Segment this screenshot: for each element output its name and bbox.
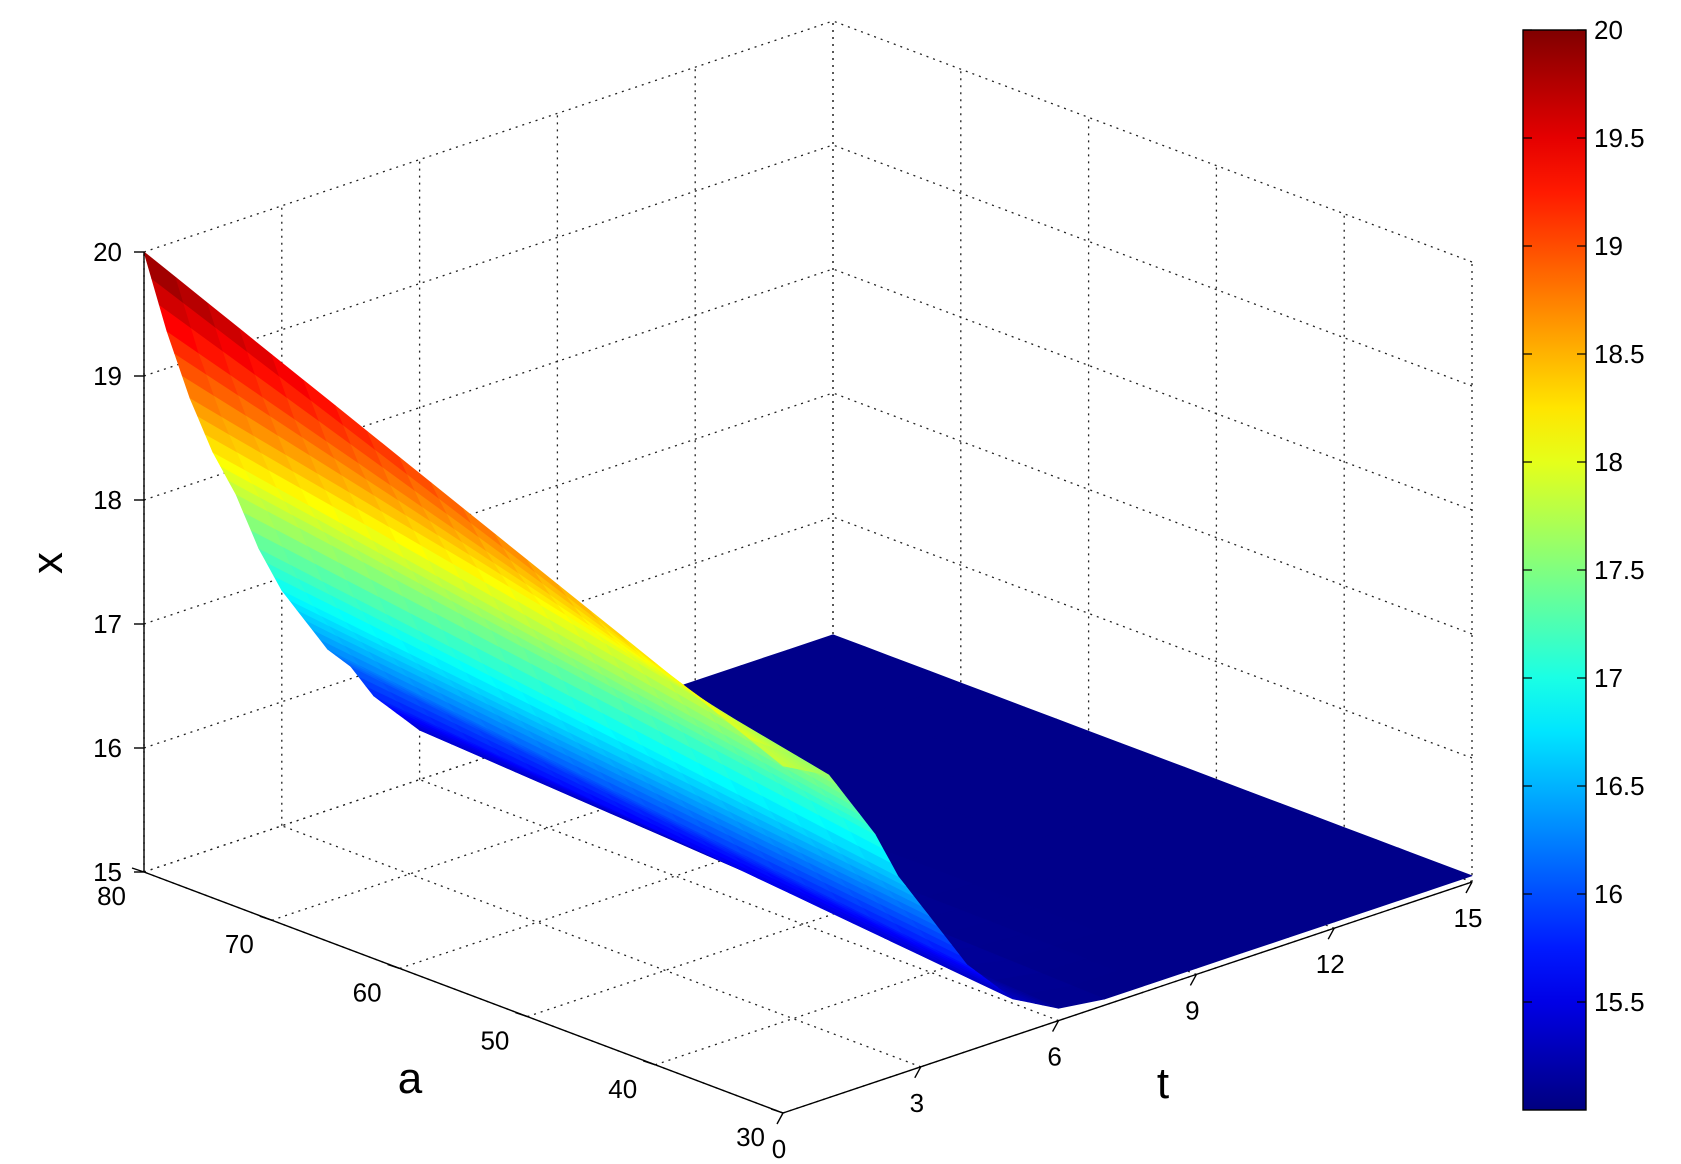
grid-line	[832, 392, 1473, 635]
grid-line	[281, 825, 922, 1068]
y-axis-label: t	[1157, 1059, 1169, 1108]
z-tick-label: 15	[93, 857, 122, 887]
colorbar-tick-label: 18.5	[1594, 339, 1645, 369]
z-tick-label: 17	[93, 609, 122, 639]
a-tick-label: 60	[353, 977, 382, 1007]
a-tick-label: 50	[480, 1026, 509, 1056]
a-tick-label: 80	[97, 881, 126, 911]
z-tick-label: 19	[93, 361, 122, 391]
z-axis-label: x	[23, 552, 72, 574]
t-tick-label: 15	[1454, 903, 1483, 933]
z-tick-label: 16	[93, 733, 122, 763]
x-axis-label: a	[398, 1054, 423, 1103]
colorbar-tick-label: 15.5	[1594, 987, 1645, 1017]
colorbar-tick-label: 20	[1594, 15, 1623, 45]
grid-line	[832, 268, 1473, 511]
colorbar-tick-label: 17.5	[1594, 555, 1645, 585]
a-axis-line	[143, 871, 784, 1114]
t-tick-label: 9	[1185, 995, 1199, 1025]
t-tick	[1051, 1020, 1060, 1032]
t-axis-line	[782, 881, 1473, 1114]
t-tick	[1189, 974, 1198, 986]
a-tick-label: 40	[608, 1074, 637, 1104]
a-tick	[642, 1060, 656, 1066]
colorbar-tick-label: 19	[1594, 231, 1623, 261]
grid-line	[832, 516, 1473, 759]
t-tick	[914, 1066, 922, 1079]
a-tick-label: 70	[225, 929, 254, 959]
a-tick	[387, 963, 400, 970]
t-tick-label: 3	[910, 1088, 924, 1118]
a-tick	[259, 915, 273, 921]
t-tick-label: 6	[1047, 1042, 1061, 1072]
t-tick-label: 12	[1316, 949, 1345, 979]
z-tick-label: 18	[93, 485, 122, 515]
grid-line	[832, 20, 1473, 263]
z-tick-label: 20	[93, 237, 122, 267]
colorbar: 15.5 16 16.5 17 17.5 18 18.5 19 19.5 20	[1522, 15, 1645, 1111]
a-tick-label: 30	[736, 1122, 765, 1152]
t-tick	[1327, 927, 1335, 940]
colorbar-tick-label: 19.5	[1594, 123, 1645, 153]
a-tick	[770, 1108, 784, 1114]
grid-line	[419, 778, 1059, 1022]
colorbar-bar	[1522, 29, 1587, 1111]
surface-patch	[750, 739, 792, 768]
a-tick	[131, 867, 145, 873]
grid-line	[832, 144, 1473, 387]
t-tick	[776, 1112, 784, 1125]
t-tick-label: 0	[772, 1134, 786, 1164]
colorbar-tick-label: 18	[1594, 447, 1623, 477]
t-tick	[1465, 881, 1473, 894]
grid-line	[143, 20, 834, 253]
colorbar-tick-label: 16	[1594, 879, 1623, 909]
colorbar-tick-label: 17	[1594, 663, 1623, 693]
axis-lines	[131, 251, 1473, 1125]
tick-labels: 15 16 17 18 19 20 30 40 50 60 70 80 0 3 6 9 12 15	[93, 237, 1482, 1164]
colorbar-tick-label: 16.5	[1594, 771, 1645, 801]
a-tick	[515, 1011, 528, 1018]
surface-mesh	[143, 251, 1473, 1009]
